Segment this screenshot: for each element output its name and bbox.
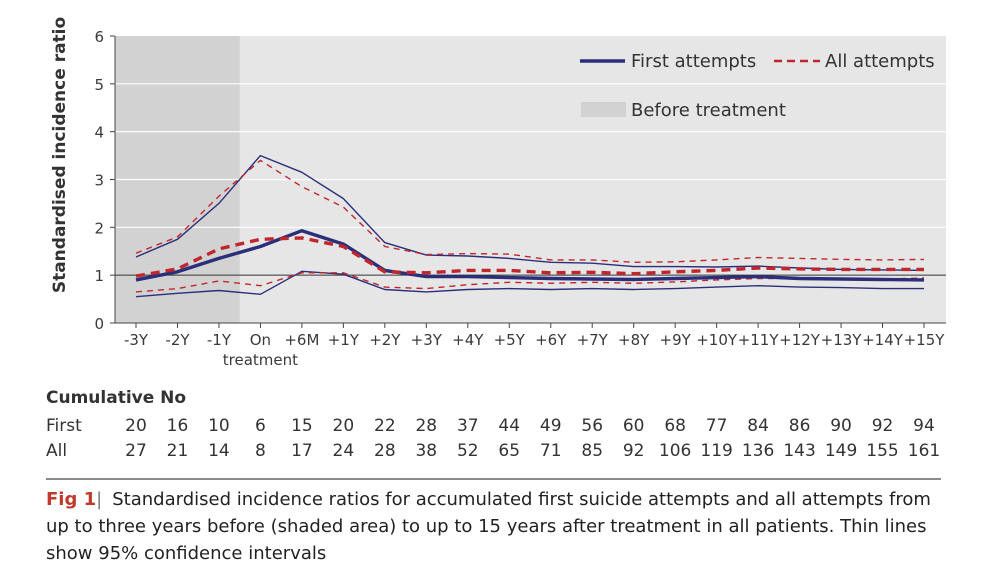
x-tick-label: +2Y [369,331,401,349]
x-tick-label: +6M [284,331,319,349]
cumulative-first-cell: 60 [622,416,645,436]
cumulative-first-cell: 16 [166,416,189,436]
x-tick-label: +9Y [660,331,692,349]
x-tick-label: +6Y [535,331,567,349]
cumulative-all-cell: 106 [658,441,692,461]
cumulative-first-cell: 56 [581,416,604,436]
y-tick-label: 0 [94,315,104,333]
cumulative-all-cell: 65 [498,441,521,461]
cumulative-all-cell: 14 [208,441,230,461]
figure-label: Fig 1 [46,489,97,510]
cumulative-first-cell: 20 [332,416,355,436]
cumulative-all-cell: 143 [783,441,816,461]
series-line-all-attempts-upper-95-ci [135,159,925,263]
cumulative-all-cell: 27 [125,441,147,461]
series-line-first-attempts [135,228,925,282]
cumulative-first-cell: 84 [747,416,769,436]
x-tick-label: +3Y [411,331,443,349]
x-tick-label: On [250,331,271,349]
cumulative-first-cell: 22 [374,416,396,436]
cumulative-first-cell: 44 [498,416,521,436]
cumulative-first-cell: 90 [830,416,852,436]
x-tick-label: +13Y [821,331,863,349]
series-group [135,154,925,298]
x-tick-label: +4Y [452,331,484,349]
cumulative-all-cell: 92 [622,441,645,461]
y-axis-label: Standardised incidence ratio [50,17,70,293]
cumulative-all-cell: 17 [291,441,313,461]
y-tick-label: 3 [94,172,104,190]
series-line-first-attempts-upper-95-ci [135,154,925,272]
legend-all-label: All attempts [825,51,935,72]
cumulative-first-cell: 15 [291,416,313,436]
x-tick-label: +1Y [328,331,360,349]
figure-caption: Fig 1| Standardised incidence ratios for … [46,486,946,567]
figure-label-bar: | [96,489,103,510]
cumulative-all-cell: 136 [741,441,775,461]
cumulative-first-cell: 6 [254,416,266,436]
cumulative-first-cell: 77 [705,416,728,436]
cumulative-all-cell: 8 [254,441,266,461]
x-tick-label: +8Y [618,331,650,349]
cumulative-all-cell: 85 [581,441,604,461]
x-tick-label: +15Y [904,331,946,349]
cumulative-all-cell: 149 [824,441,858,461]
cumulative-all-cell: 21 [166,441,189,461]
x-tick-label: +10Y [696,331,738,349]
cumulative-all-cell: 71 [539,441,562,461]
cumulative-first-cell: 10 [208,416,230,436]
x-tick-label: +11Y [738,331,780,349]
chart: 0 1 2 3 4 5 6 -3Y -2Y -1Y On treatment +6M +1Y +2Y +3Y +… [50,17,946,369]
y-tick-label: 2 [94,219,104,237]
axes: 0 1 2 3 4 5 6 -3Y -2Y -1Y On treatment +6M +1Y +2Y +3Y +… [94,28,946,369]
y-tick-label: 5 [94,76,104,94]
plot-area [115,36,946,323]
cumulative-first-cell: 28 [415,416,438,436]
x-tick-label: +12Y [779,331,821,349]
cumulative-all-cell: 161 [907,441,941,461]
cumulative-all-cell: 28 [374,441,396,461]
cumulative-all-cell: 52 [456,441,479,461]
cumulative-first-cell: 20 [125,416,147,436]
cumulative-first-cell: 68 [664,416,686,436]
cumulative-first-cell: 37 [456,416,479,436]
cumulative-first-cell: 49 [539,416,562,436]
legend: First attempts All attempts Before treat… [580,51,935,121]
x-tick-label: -1Y [207,331,232,349]
cumulative-first-row-label: First [46,416,82,436]
x-tick-label: -2Y [165,331,190,349]
cumulative-all-cell: 119 [700,441,733,461]
cumulative-first-cell: 86 [788,416,811,436]
cumulative-all-cell: 24 [332,441,355,461]
cumulative-first-cell: 92 [871,416,894,436]
x-tick-label: +5Y [494,331,526,349]
x-tick-sublabel: treatment [223,351,298,369]
legend-shade-swatch [581,102,626,117]
caption-text: Standardised incidence ratios for accumu… [46,489,931,564]
y-tick-label: 1 [94,267,104,285]
legend-shade-label: Before treatment [631,100,786,121]
cumulative-table-title: Cumulative No [46,388,187,408]
x-tick-label: -3Y [124,331,149,349]
cumulative-all-cell: 38 [415,441,438,461]
cumulative-all-cell: 155 [866,441,899,461]
cumulative-all-row-label: All [46,441,68,461]
cumulative-first-cell: 94 [913,416,935,436]
series-line-first-attempts-lower-95-ci [135,270,924,298]
x-tick-label: +14Y [862,331,904,349]
series-line-all-attempts [135,236,924,278]
caption-divider [46,478,941,480]
y-tick-label: 6 [94,28,104,46]
x-tick-label: +7Y [577,331,609,349]
legend-first-label: First attempts [631,51,756,72]
y-tick-label: 4 [94,124,104,142]
